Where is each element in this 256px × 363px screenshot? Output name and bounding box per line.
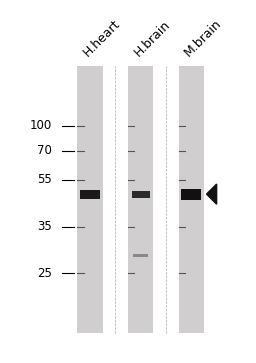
Text: M.brain: M.brain — [182, 17, 225, 59]
FancyBboxPatch shape — [133, 253, 148, 257]
FancyBboxPatch shape — [80, 189, 100, 199]
Polygon shape — [207, 184, 217, 204]
FancyBboxPatch shape — [181, 189, 201, 200]
Text: 25: 25 — [37, 267, 52, 280]
FancyBboxPatch shape — [77, 66, 103, 333]
Text: 100: 100 — [30, 119, 52, 132]
Text: H.brain: H.brain — [132, 18, 173, 59]
Text: 70: 70 — [37, 144, 52, 158]
Text: H.heart: H.heart — [81, 17, 123, 59]
FancyBboxPatch shape — [179, 66, 204, 333]
FancyBboxPatch shape — [128, 66, 153, 333]
FancyBboxPatch shape — [132, 191, 150, 198]
Text: 55: 55 — [37, 173, 52, 186]
Text: 35: 35 — [37, 220, 52, 233]
